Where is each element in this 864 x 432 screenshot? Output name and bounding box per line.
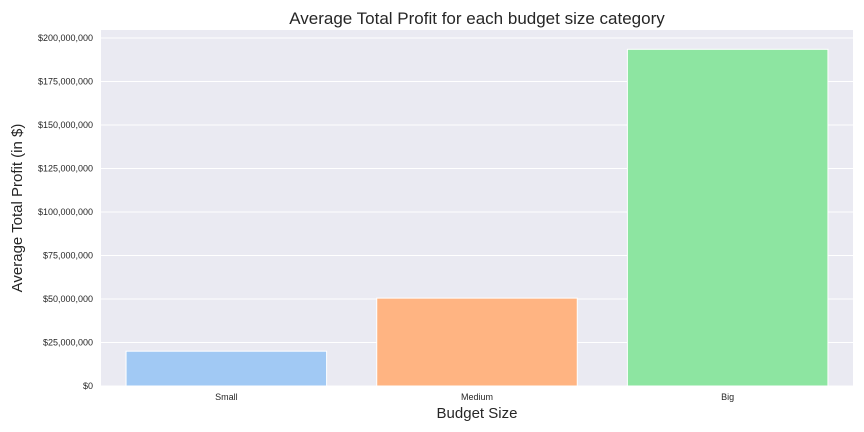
bars [125, 48, 829, 387]
x-tick-label: Medium [461, 392, 493, 402]
bar-small [125, 350, 328, 387]
y-tick-label: $0 [83, 381, 93, 391]
y-tick-label: $125,000,000 [38, 164, 93, 174]
x-tick-label: Big [721, 392, 734, 402]
y-tick-label: $175,000,000 [38, 77, 93, 87]
chart-title: Average Total Profit for each budget siz… [289, 9, 665, 28]
y-tick-label: $25,000,000 [43, 338, 93, 348]
y-axis-ticks: $0 $25,000,000 $50,000,000 $75,000,000 $100,… [38, 33, 93, 391]
bar-medium [376, 297, 578, 387]
y-tick-label: $75,000,000 [43, 251, 93, 261]
x-axis-ticks: Small Medium Big [215, 392, 734, 402]
y-tick-label: $200,000,000 [38, 33, 93, 43]
y-tick-label: $150,000,000 [38, 120, 93, 130]
y-axis-label: Average Total Profit (in $) [9, 124, 26, 293]
y-tick-label: $100,000,000 [38, 207, 93, 217]
x-axis-label: Budget Size [437, 405, 518, 422]
bar-big [626, 48, 829, 387]
x-tick-label: Small [215, 392, 238, 402]
y-tick-label: $50,000,000 [43, 294, 93, 304]
